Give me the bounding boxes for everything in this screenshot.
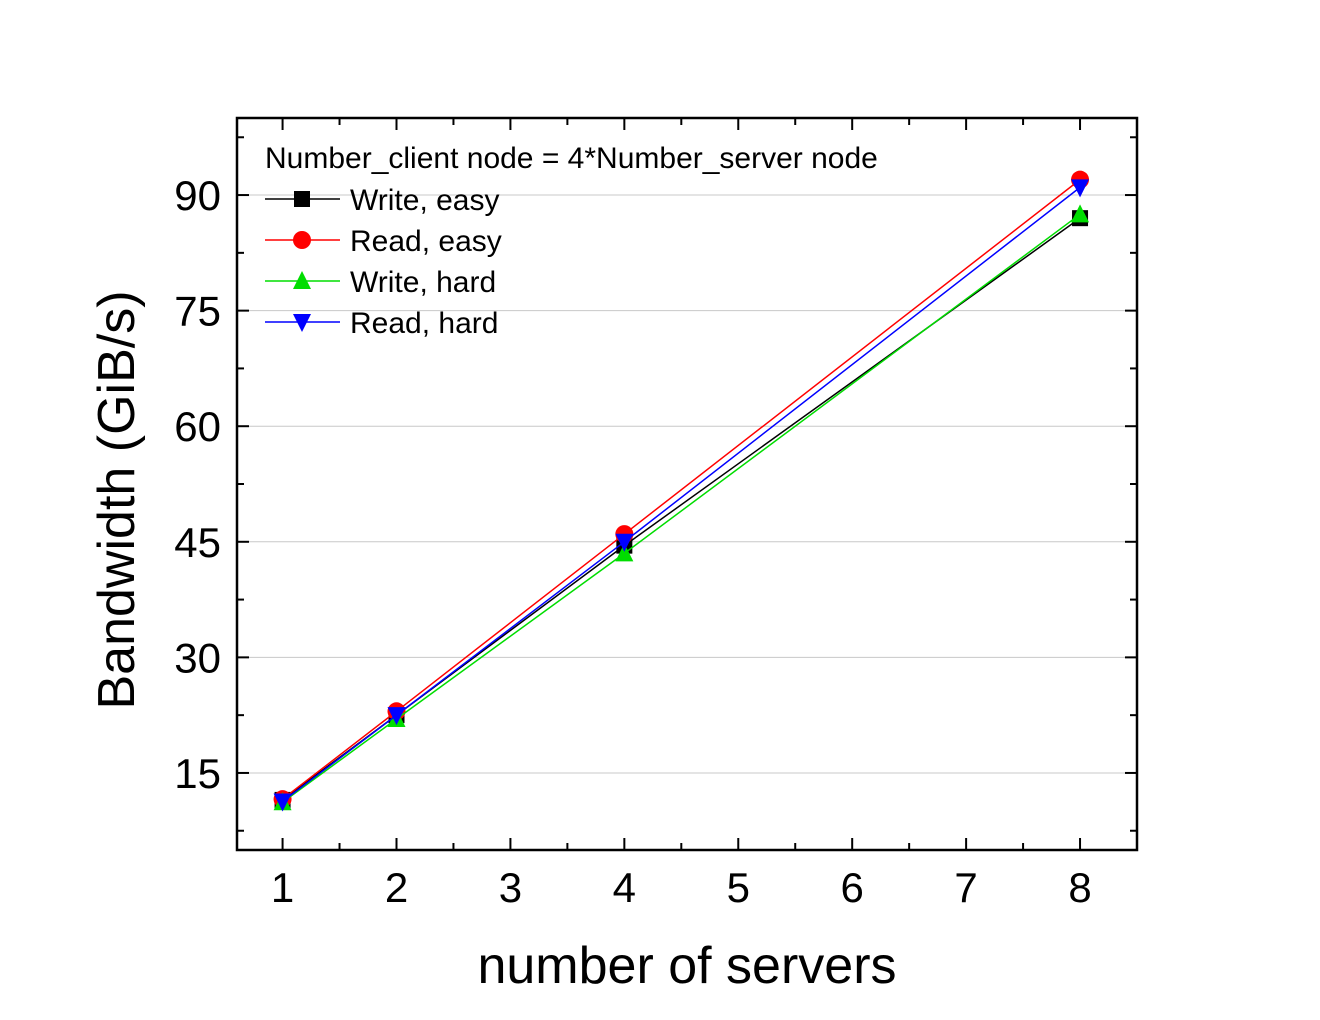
x-tick-label: 8	[1068, 864, 1091, 911]
x-tick-label: 3	[499, 864, 522, 911]
y-tick-label: 45	[174, 519, 221, 566]
legend-label: Read, hard	[350, 307, 498, 340]
legend: Number_client node = 4*Number_server nod…	[265, 142, 878, 340]
data-point	[1071, 204, 1090, 223]
x-tick-label: 6	[841, 864, 864, 911]
legend-title: Number_client node = 4*Number_server nod…	[265, 142, 878, 175]
y-tick-label: 30	[174, 634, 221, 681]
series-line	[282, 179, 1081, 800]
x-tick-label: 5	[727, 864, 750, 911]
series-layer	[273, 170, 1090, 812]
legend-marker	[293, 271, 311, 289]
legend-label: Write, hard	[350, 266, 496, 299]
legend-marker	[294, 191, 310, 207]
legend-label: Write, easy	[350, 184, 500, 217]
y-tick-label: 15	[174, 750, 221, 797]
x-tick-label: 7	[954, 864, 977, 911]
legend-item: Write, easy	[265, 184, 500, 217]
y-tick-label: 90	[174, 172, 221, 219]
legend-marker	[293, 314, 311, 332]
data-point	[615, 533, 634, 552]
legend-marker	[293, 231, 311, 249]
x-axis-title: number of servers	[477, 937, 896, 995]
legend-label: Read, easy	[350, 225, 502, 258]
y-tick-label: 60	[174, 403, 221, 450]
y-axis-title: Bandwidth (GiB/s)	[88, 290, 146, 709]
data-point	[273, 793, 292, 812]
series-line	[282, 213, 1081, 803]
x-tick-label: 1	[271, 864, 294, 911]
y-tick-label: 75	[174, 288, 221, 335]
data-point	[387, 707, 406, 726]
series-2	[273, 204, 1090, 811]
grid-lines	[237, 194, 1137, 774]
legend-item: Read, easy	[265, 225, 502, 258]
series-3	[273, 179, 1090, 812]
data-point	[1071, 179, 1090, 198]
legend-item: Read, hard	[265, 307, 498, 340]
series-line	[282, 186, 1081, 803]
x-tick-label: 4	[613, 864, 636, 911]
x-tick-label: 2	[385, 864, 408, 911]
legend-item: Write, hard	[265, 266, 496, 299]
axis-ticks	[237, 118, 1137, 850]
data-point	[615, 543, 634, 562]
